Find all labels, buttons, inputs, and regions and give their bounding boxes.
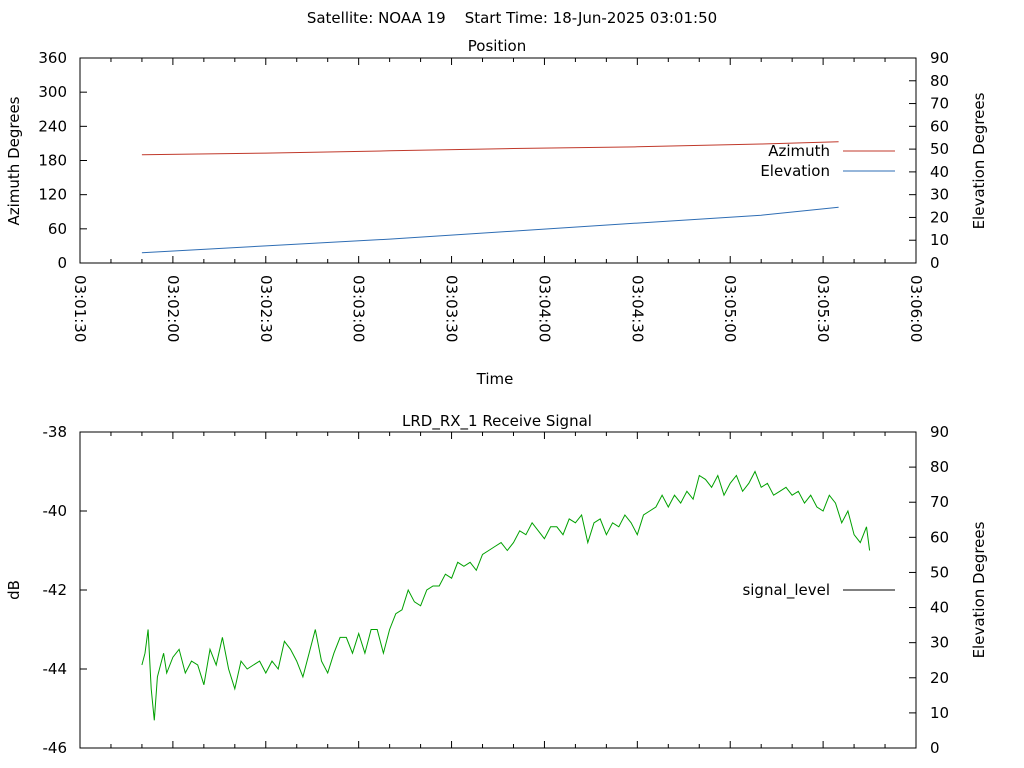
position-y2-axis: 0 10 20 30 40 50 60 70 80 90 <box>909 49 949 272</box>
signal-y2-axis: 0 10 20 30 40 50 60 70 80 90 <box>909 423 949 757</box>
position-x-axis-label: Time <box>476 370 514 388</box>
position-chart-title: Position <box>468 37 526 55</box>
series-line-Azimuth <box>141 141 839 156</box>
position-legend: Azimuth Elevation <box>760 142 895 180</box>
y2-tick-label: 0 <box>930 254 940 272</box>
x-tick-label: 03:05:30 <box>814 275 832 342</box>
signal-legend: signal_level <box>742 581 895 600</box>
y2-tick-label: 10 <box>930 704 949 722</box>
y-tick-label: 120 <box>38 186 67 204</box>
y2-tick-label: 70 <box>930 493 949 511</box>
y-tick-label: 240 <box>38 117 67 135</box>
y-tick-label: -44 <box>43 660 68 678</box>
y-tick-label: 60 <box>48 220 67 238</box>
x-tick-label: 03:06:00 <box>907 275 925 342</box>
y2-tick-label: 10 <box>930 231 949 249</box>
signal-y-axis: -46 -44 -42 -40 -38 <box>43 423 87 757</box>
signal-x-axis <box>79 432 917 748</box>
signal-y2-axis-label: Elevation Degrees <box>970 521 988 658</box>
position-y2-axis-label: Elevation Degrees <box>970 92 988 229</box>
x-tick-label: 03:02:30 <box>257 275 275 342</box>
x-tick-label: 03:05:00 <box>721 275 739 342</box>
y2-tick-label: 40 <box>930 599 949 617</box>
y2-tick-label: 0 <box>930 739 940 757</box>
x-tick-label: 03:02:00 <box>164 275 182 342</box>
x-tick-label: 03:03:00 <box>350 275 368 342</box>
y2-tick-label: 90 <box>930 423 949 441</box>
x-tick-label: 03:01:30 <box>71 275 89 342</box>
position-y-axis: 0 60 120 180 240 300 360 <box>38 49 87 272</box>
y2-tick-label: 40 <box>930 163 949 181</box>
y2-tick-label: 20 <box>930 669 949 687</box>
position-series <box>141 141 839 254</box>
y2-tick-label: 30 <box>930 634 949 652</box>
y2-tick-label: 70 <box>930 95 949 113</box>
y2-tick-label: 60 <box>930 528 949 546</box>
position-chart: Position 0 60 120 180 240 300 360 0 10 20 30 40 50 6… <box>5 37 988 388</box>
series-line-signal_level <box>141 470 871 721</box>
legend-label-Elevation: Elevation <box>760 162 830 180</box>
y2-tick-label: 90 <box>930 49 949 67</box>
position-x-axis: 03:01:30 03:02:00 03:02:30 03:03:00 03:03:30… <box>71 58 925 342</box>
x-tick-label: 03:04:30 <box>628 275 646 342</box>
y-tick-label: 300 <box>38 83 67 101</box>
y2-tick-label: 80 <box>930 458 949 476</box>
legend-label-signal_level: signal_level <box>742 581 830 600</box>
y-tick-label: -42 <box>43 581 68 599</box>
x-tick-label: 03:04:00 <box>535 275 553 342</box>
signal-series <box>141 470 871 721</box>
y-tick-label: -40 <box>43 502 68 520</box>
y2-tick-label: 50 <box>930 140 949 158</box>
y2-tick-label: 30 <box>930 186 949 204</box>
y-tick-label: 0 <box>57 254 67 272</box>
y2-tick-label: 50 <box>930 563 949 581</box>
series-line-Elevation <box>141 206 839 254</box>
position-y-axis-label: Azimuth Degrees <box>5 96 23 225</box>
y-tick-label: 360 <box>38 49 67 67</box>
y2-tick-label: 60 <box>930 117 949 135</box>
y-tick-label: 180 <box>38 152 67 170</box>
x-tick-label: 03:03:30 <box>443 275 461 342</box>
signal-y-axis-label: dB <box>5 580 23 600</box>
signal-chart: LRD_RX_1 Receive Signal -46-44-42-40-38 … <box>5 412 988 757</box>
y-tick-label: -46 <box>43 739 68 757</box>
y-tick-label: -38 <box>43 423 68 441</box>
signal-chart-title: LRD_RX_1 Receive Signal <box>402 412 592 431</box>
y2-tick-label: 80 <box>930 72 949 90</box>
y2-tick-label: 20 <box>930 208 949 226</box>
figure-title: Satellite: NOAA 19 Start Time: 18-Jun-20… <box>307 9 717 27</box>
legend-label-Azimuth: Azimuth <box>768 142 830 160</box>
